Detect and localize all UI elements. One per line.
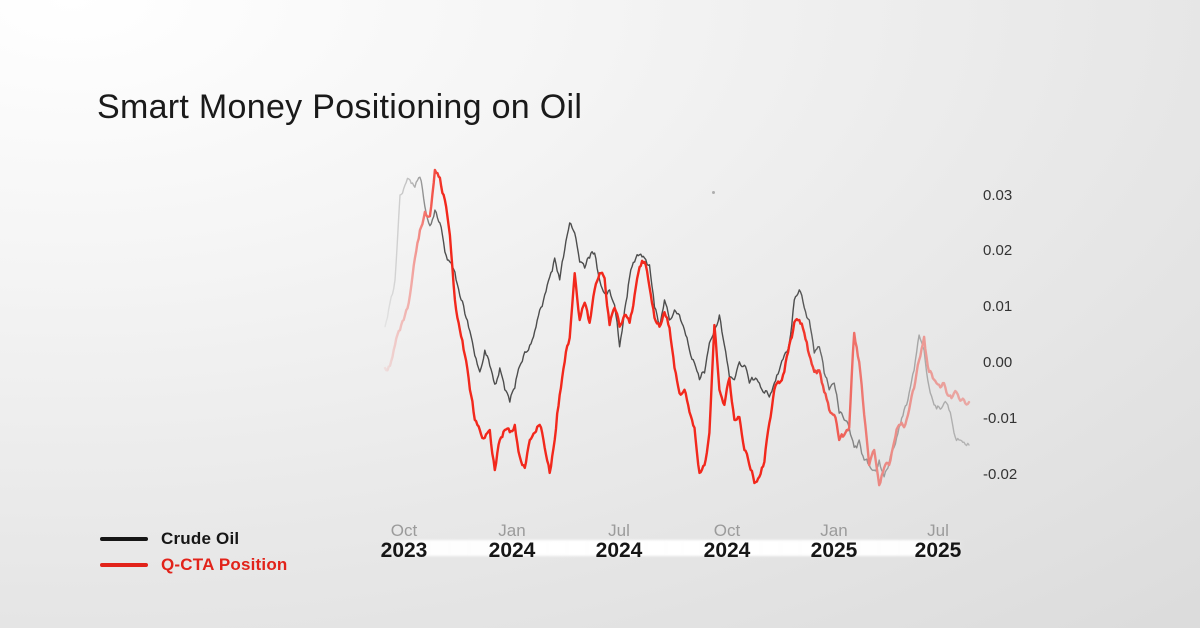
x-tick-year: 2023 bbox=[380, 538, 428, 562]
x-tick-year: 2024 bbox=[488, 538, 536, 562]
legend: Crude Oil Q-CTA Position bbox=[100, 526, 288, 578]
x-tick-month: Jan bbox=[498, 521, 526, 540]
x-tick-label: Jul 2024 bbox=[596, 522, 643, 562]
legend-item: Crude Oil bbox=[100, 526, 288, 552]
x-tick-month: Oct bbox=[713, 521, 741, 540]
legend-label: Q-CTA Position bbox=[161, 555, 288, 574]
x-tick-label: Oct 2023 bbox=[381, 522, 428, 562]
series-line-crude-oil bbox=[384, 176, 970, 478]
y-tick-label: 0.01 bbox=[983, 298, 1013, 316]
x-tick-year: 2024 bbox=[703, 538, 751, 562]
legend-line-swatch bbox=[100, 563, 148, 567]
x-tick-label: Oct 2024 bbox=[704, 522, 751, 562]
x-tick-label: Jan 2025 bbox=[811, 522, 858, 562]
y-tick-label: -0.02 bbox=[983, 465, 1018, 483]
legend-line-swatch bbox=[100, 537, 148, 541]
x-tick-year: 2024 bbox=[595, 538, 643, 562]
legend-label: Crude Oil bbox=[161, 529, 240, 548]
y-tick-label: 0.02 bbox=[983, 242, 1013, 260]
x-tick-month: Jan bbox=[820, 521, 848, 540]
x-tick-year: 2025 bbox=[810, 538, 858, 562]
x-tick-month: Jul bbox=[927, 521, 949, 540]
y-tick-label: 0.03 bbox=[983, 186, 1013, 204]
legend-item: Q-CTA Position bbox=[100, 552, 288, 578]
y-tick-label: 0.00 bbox=[983, 354, 1013, 371]
stray-dot bbox=[712, 191, 715, 194]
series-line-qcta-position bbox=[383, 168, 971, 487]
x-tick-month: Jul bbox=[608, 521, 630, 540]
x-tick-month: Oct bbox=[390, 521, 418, 540]
x-tick-label: Jul 2025 bbox=[915, 522, 962, 562]
x-axis-highlight-band bbox=[383, 540, 965, 556]
page-title: Smart Money Positioning on Oil bbox=[97, 88, 583, 126]
y-tick-label: -0.01 bbox=[983, 409, 1018, 427]
x-tick-year: 2025 bbox=[914, 538, 962, 562]
x-tick-label: Jan 2024 bbox=[489, 522, 536, 562]
